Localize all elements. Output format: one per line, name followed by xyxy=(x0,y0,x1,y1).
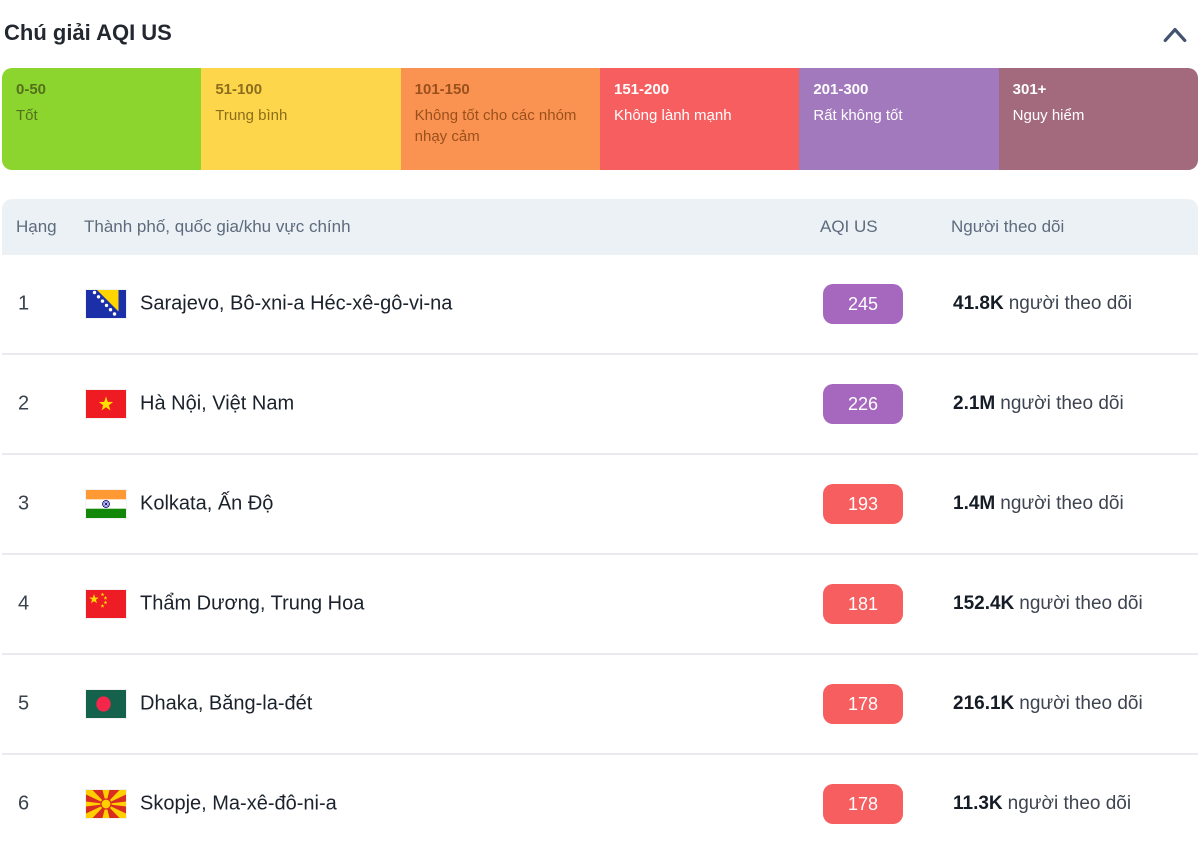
legend-label: Không tốt cho các nhóm nhạy cảm xyxy=(414,106,577,146)
aqi-badge: 226 xyxy=(823,384,903,424)
column-header-aqi: AQI US xyxy=(820,217,878,236)
rank-cell: 1 xyxy=(18,292,30,315)
legend-range: 151-200 xyxy=(613,81,670,98)
flag-bangladesh-icon xyxy=(86,690,126,718)
aqi-badge: 178 xyxy=(823,684,903,724)
city-name: Skopje, Ma-xê-đô-ni-a xyxy=(140,792,337,815)
legend-range: 201-300 xyxy=(813,81,869,98)
city-name: Sarajevo, Bô-xni-a Héc-xê-gô-vi-na xyxy=(140,292,453,315)
aqi-badge: 178 xyxy=(823,784,903,824)
table-row[interactable]: 5 Dhaka, Băng-la-đét 178 216.1K người the… xyxy=(2,655,1198,755)
followers-cell: 11.3K người theo dõi xyxy=(953,793,1131,815)
legend-segment-good: 0-50 Tốt xyxy=(2,68,202,170)
city-name: Kolkata, Ấn Độ xyxy=(140,492,274,515)
followers-cell: 2.1M người theo dõi xyxy=(953,393,1124,415)
legend-segment-unhealthy-sensitive: 101-150 Không tốt cho các nhóm nhạy cảm xyxy=(400,68,600,170)
rank-cell: 2 xyxy=(18,392,30,415)
followers-count: 152.4K xyxy=(953,593,1015,614)
legend-segment-unhealthy: 151-200 Không lành mạnh xyxy=(599,68,800,170)
followers-suffix: người theo dõi xyxy=(1000,393,1124,414)
legend-label: Nguy hiểm xyxy=(1012,106,1085,124)
legend-label: Trung bình xyxy=(215,106,288,124)
flag-china-icon xyxy=(86,590,126,618)
table-row[interactable]: 1 Sarajevo, Bô-xni-a Héc-xê-gô-vi-na 245… xyxy=(2,255,1198,355)
followers-suffix: người theo dõi xyxy=(1008,293,1133,314)
followers-suffix: người theo dõi xyxy=(1019,693,1143,714)
followers-suffix: người theo dõi xyxy=(1007,793,1132,814)
legend-segment-hazardous: 301+ Nguy hiểm xyxy=(998,68,1198,170)
legend-label: Rất không tốt xyxy=(813,106,903,124)
followers-cell: 152.4K người theo dõi xyxy=(953,593,1143,615)
followers-count: 2.1M xyxy=(953,393,996,414)
followers-suffix: người theo dõi xyxy=(1019,593,1143,614)
aqi-badge: 193 xyxy=(823,484,903,524)
rank-cell: 6 xyxy=(18,792,30,815)
followers-cell: 216.1K người theo dõi xyxy=(953,693,1143,715)
collapse-legend-button[interactable] xyxy=(1162,24,1188,46)
legend-title: Chú giải AQI US xyxy=(4,20,172,45)
followers-cell: 41.8K người theo dõi xyxy=(953,293,1132,315)
chevron-up-icon xyxy=(1163,27,1187,43)
column-header-city: Thành phố, quốc gia/khu vực chính xyxy=(84,217,351,236)
table-row[interactable]: 4 Thẩm Dương, Trung Hoa 181 152.4K người … xyxy=(2,555,1198,655)
rank-cell: 5 xyxy=(18,692,30,715)
legend-segment-very-unhealthy: 201-300 Rất không tốt xyxy=(799,68,999,170)
flag-vietnam-icon xyxy=(86,390,126,418)
aqi-badge: 181 xyxy=(823,584,903,624)
followers-count: 1.4M xyxy=(953,493,996,514)
legend-range: 301+ xyxy=(1012,81,1047,98)
followers-count: 11.3K xyxy=(953,793,1003,814)
table-row[interactable]: 2 Hà Nội, Việt Nam 226 2.1M người theo dõ… xyxy=(2,355,1198,455)
rank-cell: 4 xyxy=(18,592,30,615)
city-ranking-table: Hạng Thành phố, quốc gia/khu vực chính A… xyxy=(2,199,1198,850)
table-row[interactable]: 6 Skopje, Ma xyxy=(2,755,1198,850)
table-header: Hạng Thành phố, quốc gia/khu vực chính A… xyxy=(2,199,1198,255)
column-header-followers: Người theo dõi xyxy=(951,217,1065,236)
followers-count: 41.8K xyxy=(953,293,1004,314)
aqi-legend-bar: 0-50 Tốt 51-100 Trung bình 101-150 Không… xyxy=(2,68,1198,170)
followers-cell: 1.4M người theo dõi xyxy=(953,493,1124,515)
legend-segment-moderate: 51-100 Trung bình xyxy=(201,68,401,170)
legend-range: 101-150 xyxy=(414,81,470,98)
city-name: Thẩm Dương, Trung Hoa xyxy=(140,592,365,615)
column-header-rank: Hạng xyxy=(16,217,57,236)
flag-india-icon xyxy=(86,490,126,518)
rank-cell: 3 xyxy=(18,492,30,515)
city-name: Hà Nội, Việt Nam xyxy=(140,392,295,415)
flag-north-macedonia-icon xyxy=(86,790,126,818)
legend-range: 51-100 xyxy=(215,81,263,98)
legend-label: Không lành mạnh xyxy=(613,106,732,124)
table-row[interactable]: 3 Kolkata, Ấn Độ 193 1.4M người theo dõi xyxy=(2,455,1198,555)
followers-count: 216.1K xyxy=(953,693,1015,714)
flag-bosnia-herzegovina-icon xyxy=(86,290,126,318)
city-name: Dhaka, Băng-la-đét xyxy=(140,692,313,715)
followers-suffix: người theo dõi xyxy=(1000,493,1124,514)
aqi-badge: 245 xyxy=(823,284,903,324)
legend-range: 0-50 xyxy=(16,81,47,98)
legend-label: Tốt xyxy=(16,106,38,124)
